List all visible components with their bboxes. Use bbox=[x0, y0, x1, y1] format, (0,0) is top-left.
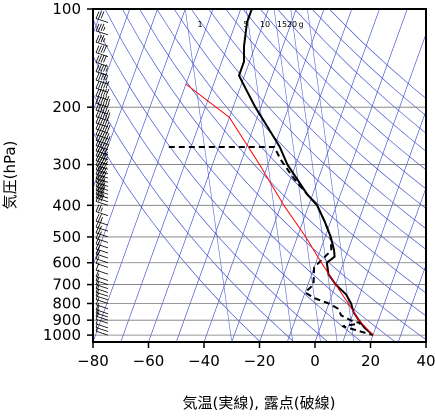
x-tick-label: −20 bbox=[244, 352, 276, 370]
y-tick-label: 800 bbox=[52, 294, 81, 312]
y-tick-label: 100 bbox=[52, 0, 81, 18]
x-axis: −80 −60 −40 −20 0 20 40 bbox=[77, 342, 435, 370]
mixing-ratio-label: g bbox=[298, 20, 303, 29]
barb-flag bbox=[101, 0, 104, 5]
isotherm-line bbox=[426, 9, 435, 342]
mixing-ratio-label: 20 bbox=[287, 20, 297, 29]
plot-background bbox=[93, 9, 426, 342]
wind-barb bbox=[96, 0, 108, 9]
y-tick-label: 1000 bbox=[43, 326, 81, 344]
y-tick-label: 200 bbox=[52, 98, 81, 116]
y-tick-label: 600 bbox=[52, 254, 81, 272]
mixing-ratio-label: 15 bbox=[277, 20, 287, 29]
x-tick-label: −60 bbox=[133, 352, 165, 370]
y-axis-label: 気圧(hPa) bbox=[1, 141, 19, 210]
x-tick-label: 0 bbox=[310, 352, 320, 370]
y-tick-label: 400 bbox=[52, 196, 81, 214]
x-tick-label: 20 bbox=[361, 352, 380, 370]
mixing-ratio-label: 10 bbox=[260, 20, 270, 29]
x-tick-label: 40 bbox=[416, 352, 435, 370]
y-tick-label: 500 bbox=[52, 228, 81, 246]
y-tick-label: 700 bbox=[52, 276, 81, 294]
x-axis-label: 気温(実線), 露点(破線) bbox=[183, 394, 336, 412]
barb-flag bbox=[99, 0, 102, 5]
mixing-ratio-label: 5 bbox=[243, 20, 248, 29]
x-tick-label: −80 bbox=[77, 352, 109, 370]
y-tick-label: 300 bbox=[52, 156, 81, 174]
barb-flag bbox=[96, 0, 99, 5]
x-tick-label: −40 bbox=[188, 352, 220, 370]
mixing-ratio-label: 1 bbox=[197, 20, 202, 29]
